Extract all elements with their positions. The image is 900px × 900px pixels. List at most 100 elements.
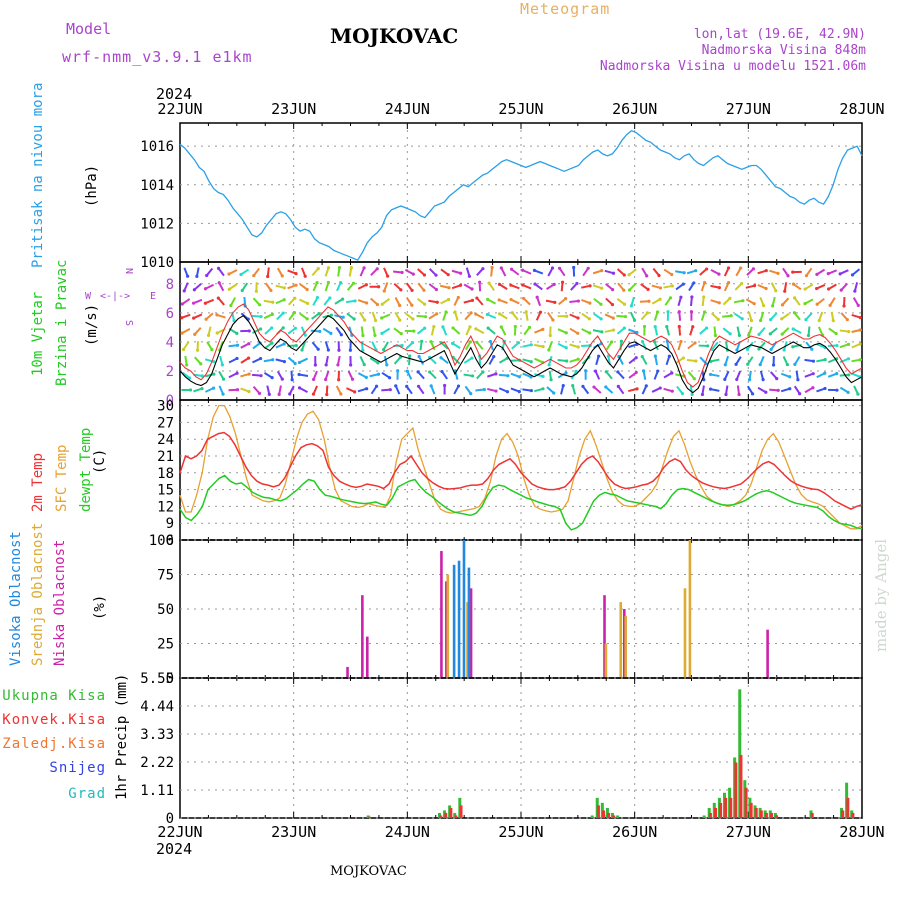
low-cloud-side-label: Niska Oblacnost [52, 540, 68, 666]
wind-arrow-head [474, 312, 478, 316]
wind-arrow-head [532, 268, 537, 272]
legend-conv-rain: Konvek.Kisa [2, 712, 106, 728]
wind-arrow-head [193, 332, 197, 336]
wind-arrow-head [597, 354, 601, 358]
wind-arrow-head [622, 288, 626, 292]
wind-arrow-head [203, 301, 207, 305]
wind-arrow-head [771, 363, 776, 367]
wind-arrow-head [713, 333, 718, 338]
wind-arrow-head [399, 288, 403, 292]
y-tick-label: 0 [166, 393, 174, 409]
wind-arrow-head [576, 345, 580, 349]
wind-arrow-head [735, 348, 739, 352]
mid-cloud-bar [624, 615, 627, 678]
wind-arrow-head [645, 311, 650, 315]
wind-arrow-head [656, 369, 660, 373]
sfc-temp-line [179, 404, 863, 530]
wind-arrow-head [681, 356, 686, 360]
wind-arrow-head [478, 280, 482, 284]
wind-arrow-head [192, 316, 196, 320]
wind-arrow-head [831, 319, 835, 323]
wind-arrow-head [210, 347, 214, 352]
wind-arrow-head [529, 388, 533, 393]
wind-arrow-head [734, 362, 738, 366]
wind-arrow-head [610, 288, 615, 292]
wind-arrow-head [180, 331, 184, 335]
wind-arrow-head [235, 388, 240, 392]
wind-arrow-head [204, 317, 208, 321]
wind-arrow-head [351, 281, 356, 285]
wind-arrow-head [180, 302, 184, 306]
wind-arrow-head [380, 302, 384, 306]
wind-arrow-head [838, 272, 842, 276]
wind-arrow-head [195, 274, 199, 279]
wind-arrow-head [804, 317, 808, 322]
wind-arrow-head [670, 272, 674, 277]
wind-arrow-head [180, 316, 184, 320]
wind-arrow-head [616, 384, 620, 388]
wind-arrow-head [653, 354, 657, 358]
wind-arrow-head [803, 302, 807, 306]
wind-arrow-head [600, 286, 604, 290]
wind-arrow-head [703, 280, 707, 285]
wind-arrow-head [564, 297, 568, 301]
wind-arrow-head [658, 297, 662, 301]
wind-arrow-head [517, 375, 521, 379]
wind-arrow-head [294, 343, 298, 348]
wind-arrow-head [737, 333, 742, 337]
wind-arrow-head [382, 289, 386, 293]
wind-arrow-head [586, 266, 590, 270]
wind-arrow-head [655, 310, 660, 314]
wind-arrow-head [282, 286, 286, 290]
model-elevation-text: Nadmorska Visina u modelu 1521.06m [600, 59, 866, 74]
product-title: Meteogram [520, 0, 610, 18]
wind-arrow-head [726, 281, 731, 285]
y-tick-label: 9 [166, 516, 174, 532]
wind-arrow-head [847, 329, 851, 334]
wind-arrow-head [400, 270, 404, 275]
wind-arrow-head [316, 266, 320, 271]
wind-arrow-head [200, 374, 204, 378]
wind-arrow-head [373, 318, 378, 323]
conv-rain-bar [714, 807, 718, 818]
wind-arrow-head [297, 372, 301, 377]
wind-arrow-head [622, 326, 626, 330]
y-tick-label: 2 [166, 364, 174, 380]
wind-arrow-head [417, 354, 421, 359]
date-tick-label: 23JUN [271, 100, 316, 118]
wind-arrow-head [474, 327, 478, 331]
wind-arrow-head [576, 316, 580, 320]
wind-arrow-head [441, 325, 445, 329]
wind-arrow-head [506, 374, 510, 378]
wind-arrow-head [571, 384, 575, 388]
wind-arrow-head [494, 389, 498, 393]
wind-arrow-head [199, 362, 203, 366]
wind-arrow-head [547, 348, 551, 352]
wind-arrow-head [535, 295, 539, 299]
wind-arrow-head [221, 377, 226, 381]
conv-rain-bar [444, 812, 448, 818]
wind-arrow-head [729, 314, 733, 318]
conv-rain-bar [851, 812, 855, 818]
wind-arrow-head [761, 378, 765, 382]
cloud-unit-label: (%) [92, 595, 108, 620]
wind-arrow-head [641, 369, 646, 373]
date-tick-label: 22JUN [157, 823, 202, 841]
y-tick-label: 75 [157, 568, 174, 584]
wind-arrow-head [750, 392, 755, 396]
precip-legend: Ukupna Kisa Konvek.Kisa Zaledj.Kisa Snij… [2, 688, 106, 802]
wind-arrow-head [690, 392, 694, 397]
wind-arrow-head [547, 363, 551, 367]
wind-arrow-head [339, 333, 343, 337]
y-tick-label: 1012 [140, 216, 174, 232]
conv-rain-bar [775, 815, 779, 818]
mid-cloud-bar [466, 602, 469, 678]
wind-speed-line [179, 315, 863, 394]
y-tick-label: 12 [157, 499, 174, 515]
wind-arrow-head [616, 370, 620, 374]
wind-arrow-head [362, 266, 366, 270]
wind-arrow-head [300, 348, 304, 352]
wind-arrow-head [306, 301, 310, 306]
y-tick-label: 27 [157, 415, 174, 431]
conv-rain-bar [764, 812, 768, 818]
